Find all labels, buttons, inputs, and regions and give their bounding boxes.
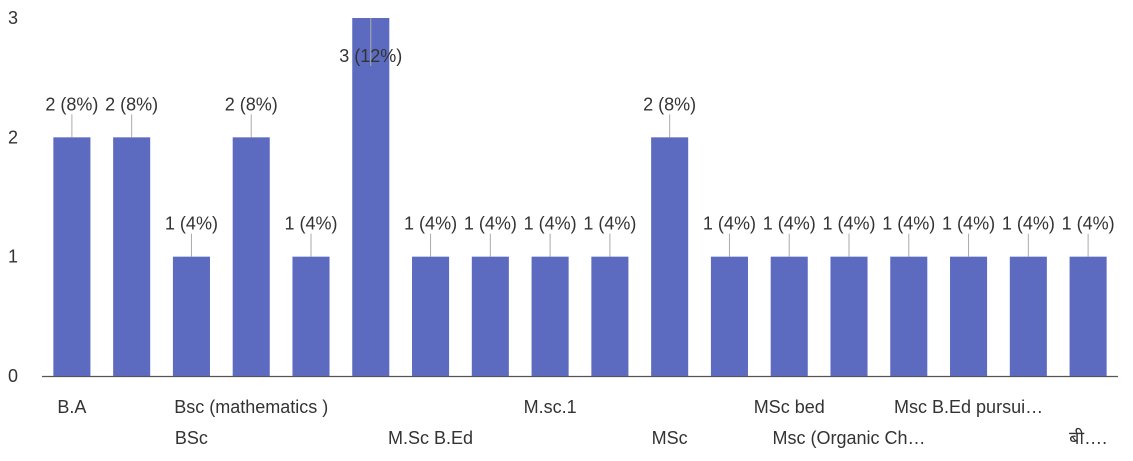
bar bbox=[412, 256, 450, 376]
bar bbox=[770, 256, 808, 376]
y-tick-label: 1 bbox=[8, 247, 18, 267]
bar bbox=[471, 256, 509, 376]
bar bbox=[531, 256, 569, 376]
bar bbox=[651, 137, 689, 376]
x-tick-label: M.Sc B.Ed bbox=[388, 428, 473, 448]
data-label: 1 (4%) bbox=[942, 214, 995, 234]
bar bbox=[172, 256, 210, 376]
data-label: 1 (4%) bbox=[464, 214, 517, 234]
bar bbox=[1009, 256, 1047, 376]
bar bbox=[890, 256, 928, 376]
x-tick-label: बी…. bbox=[1069, 427, 1107, 448]
data-label: 1 (4%) bbox=[404, 214, 457, 234]
bar bbox=[591, 256, 629, 376]
y-tick-label: 2 bbox=[8, 127, 18, 147]
data-label: 2 (8%) bbox=[105, 94, 158, 114]
bar bbox=[1069, 256, 1107, 376]
data-label: 1 (4%) bbox=[165, 214, 218, 234]
bar bbox=[950, 256, 988, 376]
data-label: 1 (4%) bbox=[1062, 214, 1115, 234]
data-label: 1 (4%) bbox=[703, 214, 756, 234]
x-tick-label: Bsc (mathematics ) bbox=[174, 397, 328, 417]
x-tick-label: M.sc.1 bbox=[524, 397, 577, 417]
data-label: 1 (4%) bbox=[1002, 214, 1055, 234]
data-label: 2 (8%) bbox=[643, 94, 696, 114]
bar bbox=[352, 18, 390, 376]
bar bbox=[113, 137, 151, 376]
data-label: 1 (4%) bbox=[763, 214, 816, 234]
x-tick-label: Msc (Organic Ch… bbox=[772, 428, 925, 448]
x-tick-label: BSc bbox=[175, 428, 208, 448]
data-label: 1 (4%) bbox=[882, 214, 935, 234]
data-label: 1 (4%) bbox=[524, 214, 577, 234]
data-label: 2 (8%) bbox=[45, 94, 98, 114]
bar bbox=[232, 137, 270, 376]
bar bbox=[53, 137, 91, 376]
data-label: 1 (4%) bbox=[583, 214, 636, 234]
data-label: 3 (12%) bbox=[339, 46, 402, 66]
y-tick-label: 3 bbox=[8, 8, 18, 28]
bar bbox=[710, 256, 748, 376]
bar bbox=[292, 256, 330, 376]
bar bbox=[830, 256, 868, 376]
x-tick-label: MSc bbox=[652, 428, 688, 448]
y-tick-label: 0 bbox=[8, 366, 18, 386]
x-tick-label: B.A bbox=[57, 397, 86, 417]
x-tick-label: Msc B.Ed pursui… bbox=[894, 397, 1043, 417]
x-tick-label: MSc bed bbox=[754, 397, 825, 417]
data-label: 2 (8%) bbox=[225, 94, 278, 114]
data-label: 1 (4%) bbox=[822, 214, 875, 234]
data-label: 1 (4%) bbox=[284, 214, 337, 234]
